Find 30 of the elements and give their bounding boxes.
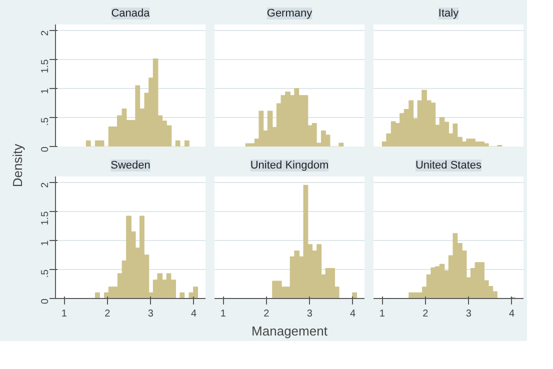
y-tick-label: 2 xyxy=(40,182,51,188)
x-tick-label: 1 xyxy=(379,308,386,320)
x-tick-label: 1 xyxy=(61,308,68,320)
x-axis-title: Management xyxy=(252,324,328,338)
chart-title: Canada xyxy=(111,8,151,20)
x-tick-label: 4 xyxy=(350,308,356,320)
x-tick-label: 4 xyxy=(191,308,198,320)
chart-title: Sweden xyxy=(110,160,150,172)
x-tick-label: 2 xyxy=(264,308,270,320)
y-tick-label: 1.5 xyxy=(40,58,51,74)
x-tick-label: 3 xyxy=(148,308,154,320)
x-tick-label: 1 xyxy=(220,308,226,320)
y-tick-label: .5 xyxy=(40,269,51,278)
chart-title: Italy xyxy=(438,8,460,20)
chart-title: United Kingdom xyxy=(250,160,329,172)
x-tick-label: 4 xyxy=(509,308,516,320)
chart-title: United States xyxy=(415,160,482,172)
y-tick-label: 2 xyxy=(40,30,51,36)
x-tick-label: 2 xyxy=(422,308,429,320)
y-tick-label: .5 xyxy=(40,117,51,126)
y-tick-label: 1 xyxy=(40,88,51,94)
y-tick-label: 0 xyxy=(40,146,51,152)
x-tick-label: 2 xyxy=(104,308,111,320)
y-tick-label: 1.5 xyxy=(40,210,51,226)
y-axis-title: Density xyxy=(10,143,25,188)
y-tick-label: 0 xyxy=(40,298,51,304)
chart-title: Germany xyxy=(266,8,313,20)
x-tick-label: 3 xyxy=(466,308,472,320)
y-tick-label: 1 xyxy=(40,240,51,246)
x-tick-label: 3 xyxy=(306,308,313,320)
